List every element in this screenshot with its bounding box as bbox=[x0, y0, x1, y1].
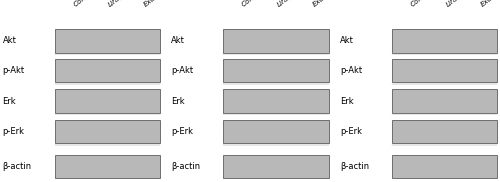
Bar bbox=[223, 29, 329, 53]
Text: A: A bbox=[0, 0, 6, 2]
Text: Erk: Erk bbox=[171, 96, 185, 106]
Bar bbox=[54, 29, 160, 53]
Text: Liraglutide: Liraglutide bbox=[108, 0, 142, 8]
Bar bbox=[392, 59, 498, 82]
Text: Akt: Akt bbox=[340, 36, 353, 45]
Bar bbox=[392, 155, 498, 178]
Text: Exenatide: Exenatide bbox=[142, 0, 175, 8]
Text: β-actin: β-actin bbox=[2, 162, 32, 171]
Bar bbox=[223, 120, 329, 143]
Bar bbox=[223, 155, 329, 178]
Bar bbox=[392, 29, 498, 53]
Bar bbox=[54, 120, 160, 143]
Text: Exenatide: Exenatide bbox=[480, 0, 500, 8]
Bar bbox=[392, 89, 498, 113]
Text: β-actin: β-actin bbox=[171, 162, 200, 171]
Bar bbox=[54, 59, 160, 82]
Text: C: C bbox=[334, 0, 342, 2]
Text: β-actin: β-actin bbox=[340, 162, 369, 171]
Bar bbox=[223, 59, 329, 82]
Text: p-Erk: p-Erk bbox=[340, 127, 362, 136]
Text: B: B bbox=[165, 0, 174, 2]
Text: Exenatide: Exenatide bbox=[311, 0, 344, 8]
Text: Liraglutide: Liraglutide bbox=[276, 0, 310, 8]
Text: Akt: Akt bbox=[2, 36, 16, 45]
Text: Control: Control bbox=[72, 0, 96, 8]
Text: Control: Control bbox=[241, 0, 266, 8]
Text: p-Akt: p-Akt bbox=[171, 66, 194, 75]
Bar bbox=[223, 89, 329, 113]
Text: p-Erk: p-Erk bbox=[171, 127, 193, 136]
Text: Liraglutide: Liraglutide bbox=[444, 0, 479, 8]
Text: Akt: Akt bbox=[171, 36, 185, 45]
Text: p-Akt: p-Akt bbox=[2, 66, 25, 75]
Bar bbox=[54, 89, 160, 113]
Bar bbox=[392, 120, 498, 143]
Text: Erk: Erk bbox=[340, 96, 353, 106]
Bar bbox=[54, 155, 160, 178]
Text: Control: Control bbox=[410, 0, 434, 8]
Text: p-Akt: p-Akt bbox=[340, 66, 362, 75]
Text: p-Erk: p-Erk bbox=[2, 127, 25, 136]
Text: Erk: Erk bbox=[2, 96, 16, 106]
